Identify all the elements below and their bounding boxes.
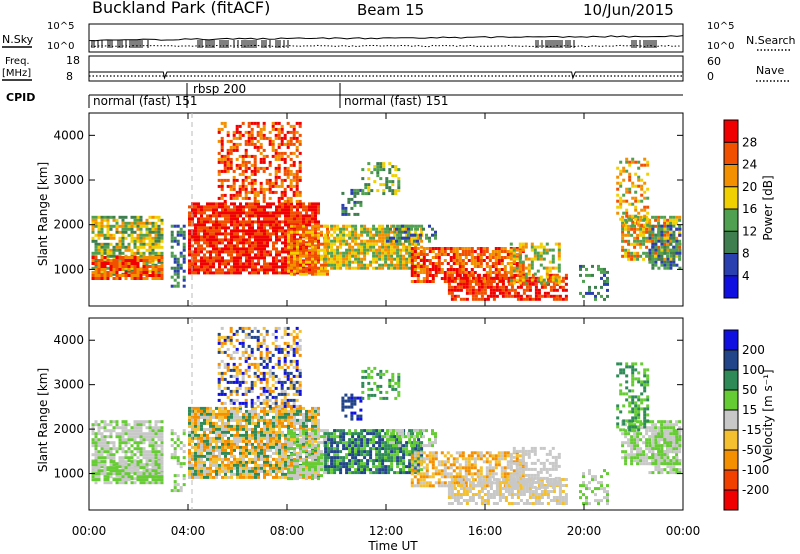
y-tick-label: 1000 <box>53 467 84 481</box>
colorbar-swatch <box>724 120 738 143</box>
colorbar-swatch <box>724 186 738 210</box>
power-colorbar: 28 24 20 16 12 8 4 <box>723 119 757 299</box>
colorbar-tick-label: 200 <box>742 343 765 357</box>
y-tick-label: 2000 <box>53 422 84 436</box>
colorbar-tick-label: 16 <box>742 202 757 216</box>
colorbar-swatch <box>724 390 738 411</box>
colorbar-tick-label: 15 <box>742 403 757 417</box>
colorbar-swatch <box>724 470 738 491</box>
date-title: 10/Jun/2015 <box>583 1 674 19</box>
nave-tick-low: 0 <box>707 70 714 83</box>
x-axis: 00:00 04:00 08:00 12:00 16:00 20:00 00:00 <box>72 113 701 538</box>
colorbar-swatch <box>724 350 738 371</box>
colorbar-tick-label: 100 <box>742 363 765 377</box>
colorbar-tick-label: -200 <box>742 483 769 497</box>
freq-unit: [MHz] <box>2 68 31 79</box>
colorbar-swatch <box>724 330 738 351</box>
x-axis-label: Time UT <box>367 539 418 553</box>
freq-tick-low: 8 <box>66 70 73 83</box>
colorbar-tick-label: 4 <box>742 269 750 283</box>
nsky-tick-high: 10^5 <box>47 21 74 32</box>
freq-tick-high: 18 <box>66 54 80 67</box>
colorbar-tick-label: -100 <box>742 463 769 477</box>
colorbar-tick-label: 20 <box>742 180 757 194</box>
power-colorbar-label: Power [dB] <box>761 175 775 240</box>
velocity-panel: 4000 3000 2000 1000 Slant Range [km] <box>36 317 684 511</box>
cpid-segment-2: rbsp 200 <box>193 82 246 96</box>
nsearch-tick-high: 10^5 <box>707 21 734 32</box>
colorbar-swatch <box>724 450 738 471</box>
colorbar-swatch <box>724 490 738 511</box>
velocity-colorbar-label: Velocity [m s⁻¹] <box>761 369 775 462</box>
site-title: Buckland Park (fitACF) <box>92 0 270 17</box>
x-tick-label: 16:00 <box>468 524 503 538</box>
colorbar-swatch <box>724 142 738 165</box>
colorbar-tick-label: 24 <box>742 158 757 172</box>
x-tick-label: 08:00 <box>270 524 305 538</box>
x-tick-label: 12:00 <box>369 524 404 538</box>
y-tick-label: 3000 <box>53 173 84 187</box>
nave-label: Nave <box>756 64 784 77</box>
freq-label: Freq. <box>5 56 30 67</box>
colorbar-swatch <box>724 275 738 299</box>
nave-tick-high: 60 <box>707 55 721 68</box>
noise-strip: N.Sky 10^5 10^0 10^5 10^0 N.Search <box>2 21 796 53</box>
y-tick-label: 3000 <box>53 378 84 392</box>
y-tick-label: 2000 <box>53 218 84 232</box>
colorbar-swatch <box>724 231 738 254</box>
y-tick-label: 4000 <box>53 333 84 347</box>
x-tick-label: 04:00 <box>171 524 206 538</box>
colorbar-swatch <box>724 164 738 188</box>
y-tick-label: 4000 <box>53 128 84 142</box>
nsky-tick-low: 10^0 <box>47 41 74 52</box>
colorbar-tick-label: 28 <box>742 135 757 149</box>
velocity-heatmap <box>91 326 682 506</box>
nsearch-tick-low: 10^0 <box>707 41 734 52</box>
x-tick-label: 00:00 <box>72 524 107 538</box>
freq-strip: Freq. [MHz] 18 8 60 0 Nave <box>2 54 790 83</box>
nsearch-label: N.Search <box>746 34 796 47</box>
power-panel: 4000 3000 2000 1000 Slant Range [km] <box>36 112 684 307</box>
cpid-segment-1: normal (fast) 151 <box>93 94 197 108</box>
colorbar-swatch <box>724 370 738 391</box>
colorbar-tick-label: 8 <box>742 247 750 261</box>
cpid-strip: CPID normal (fast) 151 rbsp 200 normal (… <box>6 82 683 108</box>
colorbar-tick-label: 12 <box>742 224 757 238</box>
x-tick-label: 20:00 <box>567 524 602 538</box>
power-ylabel: Slant Range [km] <box>36 162 50 266</box>
y-tick-label: 1000 <box>53 262 84 276</box>
colorbar-swatch <box>724 410 738 431</box>
x-tick-label: 00:00 <box>666 524 701 538</box>
colorbar-tick-label: -15 <box>742 423 762 437</box>
colorbar-swatch <box>724 253 738 277</box>
velocity-colorbar: 200 100 50 15 -15 -50 -100 -200 <box>723 329 769 511</box>
cpid-label: CPID <box>6 91 35 104</box>
colorbar-swatch <box>724 209 738 232</box>
power-heatmap <box>91 121 682 301</box>
colorbar-tick-label: -50 <box>742 443 762 457</box>
colorbar-swatch <box>724 430 738 451</box>
velocity-ylabel: Slant Range [km] <box>36 368 50 472</box>
cpid-segment-3: normal (fast) 151 <box>344 94 448 108</box>
beam-title: Beam 15 <box>357 1 424 19</box>
nsky-label: N.Sky <box>2 33 34 46</box>
colorbar-tick-label: 50 <box>742 383 757 397</box>
